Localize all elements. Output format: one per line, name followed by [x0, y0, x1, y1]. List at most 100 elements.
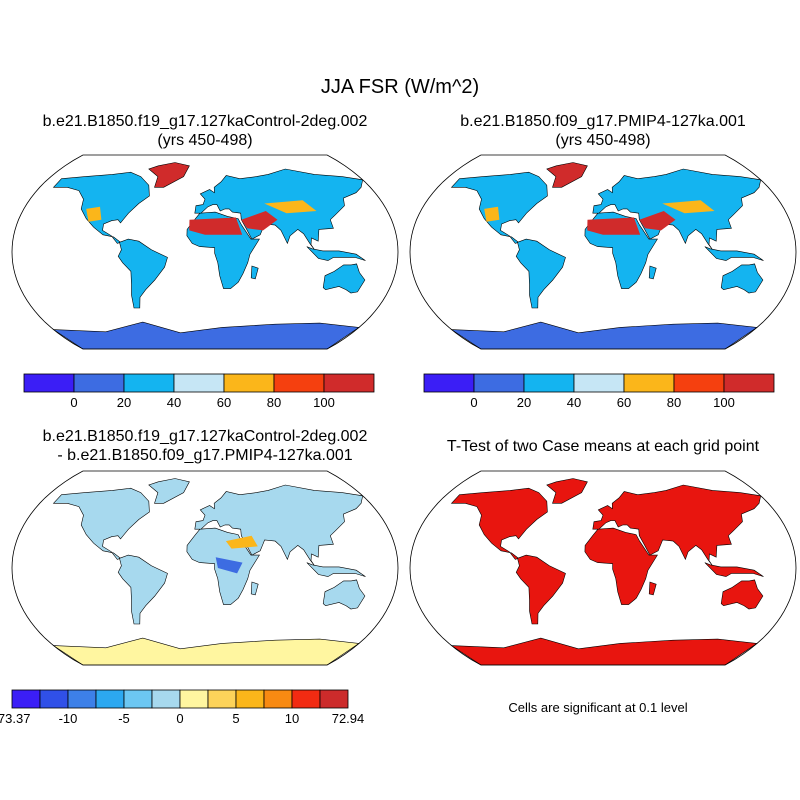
- desert-region: [189, 217, 243, 235]
- panel-3-colorbar: -73.37 -10 -5 0 5 10 72.94: [0, 689, 365, 726]
- panel-3-colorbar-tick-label: 10: [285, 711, 299, 726]
- panel-2-colorbar-tick-label: 0: [470, 395, 477, 410]
- globe-outline: [409, 154, 797, 350]
- panel-1-colorbar-tick-label: 20: [117, 395, 131, 410]
- indonesia-landmass: [306, 562, 366, 577]
- panel-3-colorbar-swatch-11: [319, 689, 349, 709]
- panel-3-colorbar-swatch-7: [207, 689, 237, 709]
- desert-region: [587, 217, 641, 235]
- panel-1-colorbar-tick-label: 0: [70, 395, 77, 410]
- panel-2-colorbar-tick-label: 20: [517, 395, 531, 410]
- desert-region: [639, 211, 676, 231]
- south-america-landmass: [515, 238, 566, 309]
- panel-3-title: b.e21.B1850.f19_g17.127kaControl-2deg.00…: [10, 427, 400, 465]
- madagascar-landmass: [648, 265, 657, 280]
- africa-landmass: [584, 527, 658, 605]
- south-america-landmass: [117, 554, 168, 625]
- greenland-landmass: [148, 478, 190, 504]
- arid-region: [86, 206, 102, 222]
- panel-3-colorbar-tick-label: 72.94: [332, 711, 365, 726]
- panel-1-colorbar-tick-label: 60: [217, 395, 231, 410]
- panel-1-colorbar-swatch-2: [123, 373, 175, 393]
- panel-4-title-line1: T-Test of two Case means at each grid po…: [446, 438, 760, 455]
- eurasia-landmass: [592, 168, 762, 252]
- panel-1-colorbar-swatch-5: [273, 373, 325, 393]
- panel-4-title: T-Test of two Case means at each grid po…: [408, 437, 798, 456]
- madagascar-landmass: [250, 581, 259, 596]
- madagascar-landmass: [648, 581, 657, 596]
- indonesia-landmass: [704, 562, 764, 577]
- panel-1-colorbar-swatch-4: [223, 373, 275, 393]
- panel-2-colorbar-tick-label: 80: [667, 395, 681, 410]
- panel-2-colorbar-swatch-5: [673, 373, 725, 393]
- panel-2-colorbar-swatch-4: [623, 373, 675, 393]
- australia-landmass: [322, 263, 366, 294]
- panel-2-map: [409, 154, 797, 350]
- panel-3-colorbar-swatch-4: [123, 689, 153, 709]
- arid-region: [484, 206, 500, 222]
- panel-1-colorbar-tick-label: 40: [167, 395, 181, 410]
- panel-3-colorbar-swatch-9: [263, 689, 293, 709]
- panel-2-colorbar-swatch-2: [523, 373, 575, 393]
- globe-outline: [409, 470, 797, 666]
- panel-1-title-line2: (yrs 450-498): [157, 132, 253, 149]
- north-america-landmass: [450, 487, 548, 560]
- panel-2-colorbar-swatch-0: [423, 373, 475, 393]
- panel-3-title-line1: b.e21.B1850.f19_g17.127kaControl-2deg.00…: [42, 428, 368, 445]
- desert-region: [241, 211, 278, 231]
- panel-1-colorbar-swatch-0: [23, 373, 75, 393]
- australia-landmass: [322, 579, 366, 610]
- globe-outline: [11, 154, 399, 350]
- eurasia-landmass: [194, 168, 364, 252]
- panel-2-title-line2: (yrs 450-498): [555, 132, 651, 149]
- panel-3-colorbar-swatch-8: [235, 689, 265, 709]
- panel-1-map: [11, 154, 399, 350]
- australia-landmass: [720, 263, 764, 294]
- eurasia-landmass: [194, 484, 364, 568]
- panel-2-colorbar-swatch-6: [723, 373, 775, 393]
- panel-3-colorbar-swatch-10: [291, 689, 321, 709]
- positive-difference-region: [225, 535, 258, 549]
- panel-3-colorbar-tick-label: 0: [176, 711, 183, 726]
- panel-3-colorbar-swatch-1: [39, 689, 69, 709]
- panel-3-colorbar-swatch-2: [67, 689, 97, 709]
- panel-2-colorbar-tick-label: 60: [617, 395, 631, 410]
- panel-1-colorbar-swatch-3: [173, 373, 225, 393]
- panel-3-colorbar-tick-label: -5: [118, 711, 130, 726]
- panel-3-colorbar-swatch-3: [95, 689, 125, 709]
- north-america-landmass: [52, 487, 150, 560]
- greenland-landmass: [546, 162, 588, 188]
- panel-1-colorbar-swatch-1: [73, 373, 125, 393]
- panel-1-title-line1: b.e21.B1850.f19_g17.127kaControl-2deg.00…: [42, 113, 368, 130]
- panel-2-colorbar: 0 20 40 60 80 100: [423, 373, 775, 410]
- madagascar-landmass: [250, 265, 259, 280]
- greenland-landmass: [546, 478, 588, 504]
- globe-outline: [11, 470, 399, 666]
- indonesia-landmass: [704, 246, 764, 261]
- arid-region: [264, 200, 317, 214]
- north-america-landmass: [450, 171, 548, 244]
- panel-4-map: [409, 470, 797, 666]
- panel-3-colorbar-swatch-0: [11, 689, 41, 709]
- panel-2-title-line1: b.e21.B1850.f09_g17.PMIP4-127ka.001: [460, 113, 746, 130]
- panel-2-colorbar-tick-label: 100: [713, 395, 735, 410]
- panel-3-colorbar-swatch-6: [179, 689, 209, 709]
- panel-3-colorbar-tick-label: -10: [59, 711, 78, 726]
- panel-1-title: b.e21.B1850.f19_g17.127kaControl-2deg.00…: [10, 112, 400, 150]
- panel-2-colorbar-swatch-3: [573, 373, 625, 393]
- panel-2-title: b.e21.B1850.f09_g17.PMIP4-127ka.001 (yrs…: [408, 112, 798, 150]
- panel-2-colorbar-tick-label: 40: [567, 395, 581, 410]
- panel-3-title-line2: - b.e21.B1850.f09_g17.PMIP4-127ka.001: [57, 447, 353, 464]
- panel-2-colorbar-swatch-1: [473, 373, 525, 393]
- panel-3-colorbar-swatch-5: [151, 689, 181, 709]
- panel-1-colorbar-swatch-6: [323, 373, 375, 393]
- panel-3-colorbar-tick-label: -73.37: [0, 711, 30, 726]
- eurasia-landmass: [592, 484, 762, 568]
- panel-1-colorbar-tick-label: 100: [313, 395, 335, 410]
- panel-3-colorbar-tick-label: 5: [232, 711, 239, 726]
- greenland-landmass: [148, 162, 190, 188]
- arid-region: [662, 200, 715, 214]
- main-title: JJA FSR (W/m^2): [320, 76, 480, 98]
- panel-3-map: [11, 470, 399, 666]
- negative-difference-region: [215, 557, 243, 574]
